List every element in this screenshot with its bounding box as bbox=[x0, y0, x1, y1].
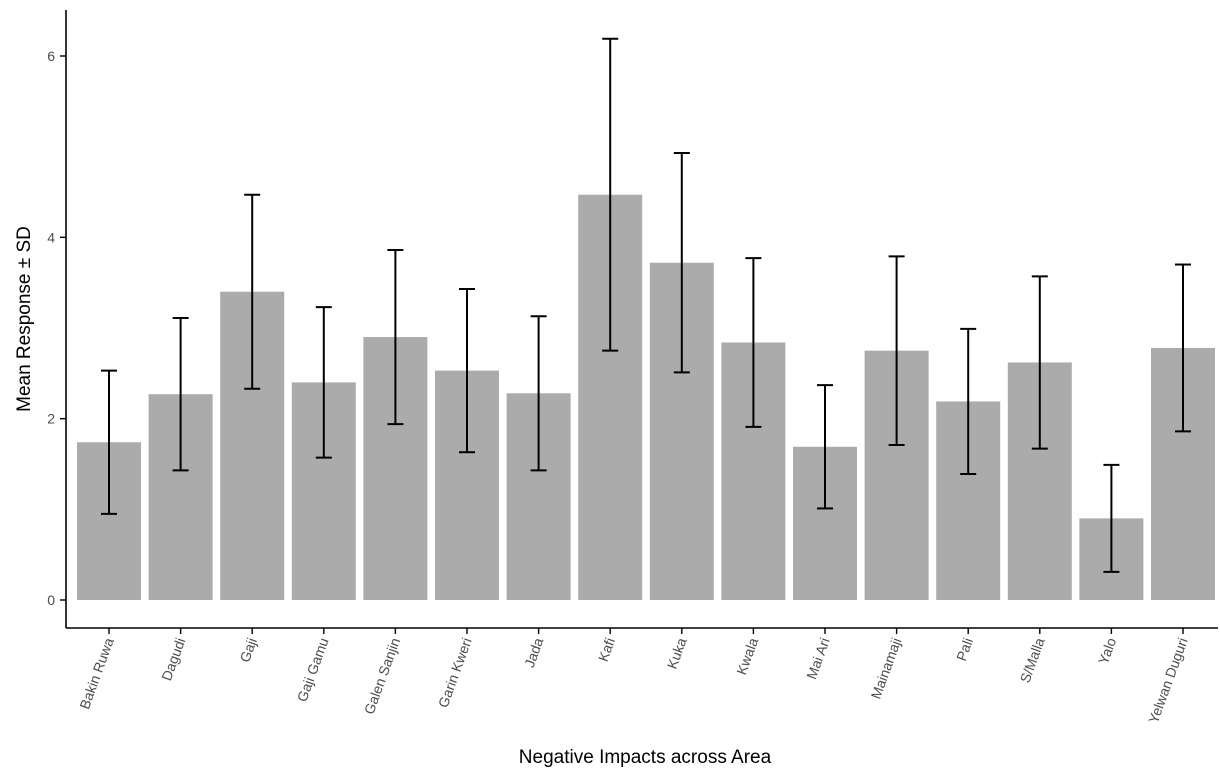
x-tick-label-13: S/Malla bbox=[1017, 635, 1048, 685]
x-tick-label-10: Mai Ari bbox=[803, 636, 833, 682]
x-tick-label-6: Jada bbox=[521, 635, 546, 669]
x-tick-label-12: Pali bbox=[953, 636, 976, 663]
error-bar-9 bbox=[745, 257, 762, 428]
error-bars-group bbox=[101, 37, 1191, 573]
y-tick-label-3: 6 bbox=[47, 48, 55, 64]
error-bar-8 bbox=[673, 152, 690, 374]
error-bar-4 bbox=[387, 249, 404, 426]
x-tick-label-1: Dagudi bbox=[158, 636, 188, 683]
y-tick-label-2: 4 bbox=[47, 229, 55, 245]
error-bar-15 bbox=[1175, 263, 1191, 433]
x-tick-label-14: Yalo bbox=[1095, 635, 1119, 666]
error-bar-6 bbox=[530, 315, 547, 472]
error-bar-13 bbox=[1031, 275, 1048, 450]
x-tick-label-7: Kafi bbox=[595, 636, 618, 664]
x-tick-label-9: Kwala bbox=[733, 635, 761, 677]
y-tick-label-0: 0 bbox=[47, 592, 55, 608]
x-tick-label-2: Gaji bbox=[236, 636, 260, 665]
error-bar-2 bbox=[244, 193, 261, 390]
error-bar-5 bbox=[459, 288, 475, 454]
x-tick-label-8: Kuka bbox=[664, 635, 690, 671]
y-axis-ticks: 0 2 4 6 bbox=[47, 48, 66, 608]
x-tick-label-4: Galen Sanjin bbox=[361, 636, 403, 717]
x-tick-label-11: Mainamaji bbox=[868, 636, 905, 701]
x-tick-label-5: Garin Kweri bbox=[435, 636, 475, 710]
error-bar-11 bbox=[888, 255, 905, 446]
error-bar-0 bbox=[101, 369, 117, 515]
x-axis-title: Negative Impacts across Area bbox=[519, 747, 772, 768]
y-axis-title: Mean Response ± SD bbox=[14, 226, 35, 412]
error-bar-3 bbox=[315, 306, 332, 459]
error-bar-1 bbox=[172, 317, 189, 472]
x-tick-label-0: Bakin Ruwa bbox=[76, 635, 117, 711]
error-bar-7 bbox=[602, 37, 619, 352]
bars-group bbox=[77, 194, 1215, 600]
error-bar-10 bbox=[817, 384, 833, 510]
x-tick-label-3: Gaji Gamu bbox=[294, 636, 332, 704]
x-tick-label-15: Yelwan Duguri bbox=[1145, 636, 1191, 726]
error-bar-14 bbox=[1103, 463, 1120, 573]
y-tick-label-1: 2 bbox=[47, 411, 55, 427]
x-axis-ticks: Bakin Ruwa Dagudi Gaji Gaji Gamu Galen Sanji… bbox=[76, 628, 1191, 725]
error-bar-12 bbox=[960, 327, 977, 475]
